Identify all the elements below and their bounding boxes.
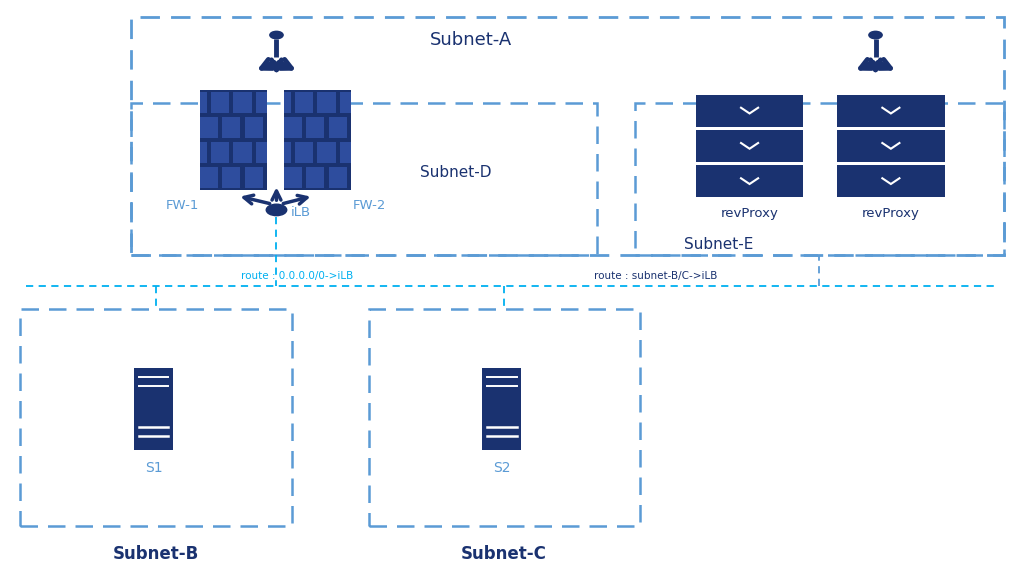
Bar [329, 117, 346, 138]
Text: route : subnet-B/C->iLB: route : subnet-B/C->iLB [594, 271, 717, 281]
Text: revProxy: revProxy [862, 206, 920, 220]
Bar [340, 142, 350, 163]
Circle shape [868, 31, 882, 39]
Text: Subnet-D: Subnet-D [420, 165, 492, 180]
Text: FW-2: FW-2 [352, 200, 386, 212]
Bar [211, 93, 229, 113]
Text: Subnet-C: Subnet-C [461, 545, 547, 563]
Bar [201, 93, 207, 113]
Bar [245, 117, 262, 138]
Bar [838, 130, 944, 162]
Bar [222, 168, 241, 188]
Bar [317, 142, 336, 163]
Text: revProxy: revProxy [721, 206, 778, 220]
Bar [306, 117, 325, 138]
Bar [696, 95, 803, 126]
Text: FW-1: FW-1 [165, 200, 199, 212]
Bar [233, 142, 252, 163]
Bar [284, 117, 302, 138]
Bar [635, 103, 1004, 255]
Text: Subnet-B: Subnet-B [113, 545, 199, 563]
Text: Subnet-E: Subnet-E [684, 237, 754, 252]
Bar [482, 368, 521, 451]
Bar [284, 93, 291, 113]
Bar [295, 142, 313, 163]
Bar [284, 142, 291, 163]
Circle shape [270, 31, 283, 39]
Bar [131, 103, 597, 255]
Bar [134, 368, 173, 451]
Bar [295, 93, 313, 113]
Bar [131, 17, 1004, 255]
Bar [838, 165, 944, 197]
Bar [256, 142, 266, 163]
Bar [201, 168, 218, 188]
Bar [340, 93, 350, 113]
Bar [256, 93, 266, 113]
Bar [317, 93, 336, 113]
Bar [211, 142, 229, 163]
Bar [838, 95, 944, 126]
Bar [201, 117, 218, 138]
Text: route : 0.0.0.0/0->iLB: route : 0.0.0.0/0->iLB [241, 271, 353, 281]
Bar [222, 117, 241, 138]
Bar [20, 309, 292, 526]
Bar [306, 168, 325, 188]
Bar [284, 168, 302, 188]
Bar [245, 168, 262, 188]
Bar [284, 90, 350, 190]
Bar [201, 142, 207, 163]
Text: Subnet-A: Subnet-A [430, 31, 512, 49]
Bar [369, 309, 640, 526]
Circle shape [266, 204, 287, 216]
Bar [201, 90, 266, 190]
Bar [329, 168, 346, 188]
Text: iLB: iLB [291, 206, 311, 219]
Bar [233, 93, 252, 113]
Text: S1: S1 [144, 460, 163, 475]
Text: S2: S2 [493, 460, 511, 475]
Bar [696, 165, 803, 197]
Bar [696, 130, 803, 162]
